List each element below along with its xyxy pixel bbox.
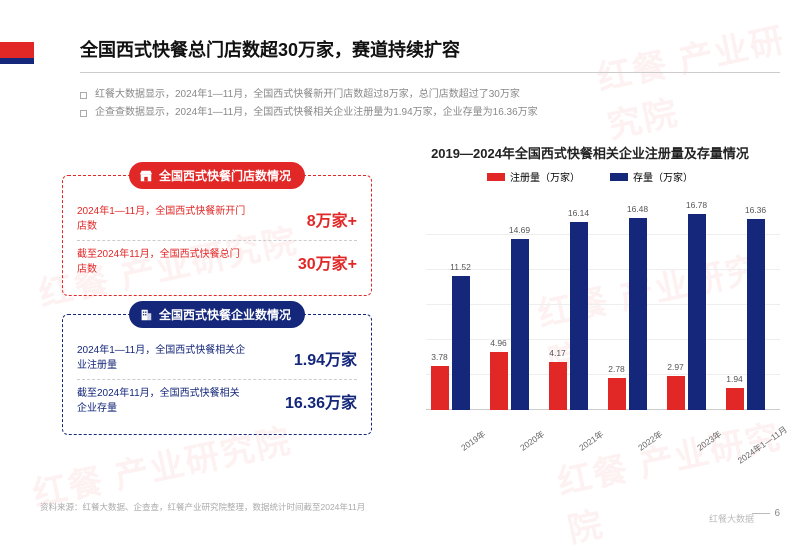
title-underline — [80, 72, 780, 73]
legend-label: 存量（万家） — [633, 169, 693, 184]
bar: 16.14 — [570, 222, 588, 410]
info-box-header: 全国西式快餐企业数情况 — [129, 301, 305, 328]
chart-plot: 3.7811.524.9614.694.1716.142.7816.482.97… — [426, 190, 780, 440]
info-row: 2024年1—11月，全国西式快餐相关企业注册量 1.94万家 — [77, 337, 357, 379]
legend-label: 注册量（万家） — [510, 169, 580, 184]
footer-source: 资料来源：红餐大数据、企查查，红餐产业研究院整理，数据统计时间截至2024年11… — [40, 501, 365, 513]
info-label: 2024年1—11月，全国西式快餐相关企业注册量 — [77, 343, 247, 373]
x-axis-label: 2019年 — [440, 428, 488, 467]
bullet-list: 红餐大数据显示，2024年1—11月，全国西式快餐新开门店数超过8万家，总门店数… — [80, 86, 780, 122]
bar-value-label: 16.48 — [627, 204, 648, 214]
header-text: 全国西式快餐门店数情况 — [159, 167, 291, 184]
bullet-icon — [80, 92, 87, 99]
info-value: 8万家+ — [307, 207, 357, 231]
bar-group: 3.7811.52 — [431, 276, 481, 410]
info-box-header: 全国西式快餐门店数情况 — [129, 162, 305, 189]
bar-value-label: 16.14 — [568, 208, 589, 218]
page-title: 全国西式快餐总门店数超30万家，赛道持续扩容 — [80, 36, 460, 62]
bar-group: 4.9614.69 — [490, 239, 540, 410]
bar-value-label: 16.36 — [745, 205, 766, 215]
page-number: 6 — [752, 508, 780, 519]
chart-legend: 注册量（万家） 存量（万家） — [400, 169, 780, 184]
legend-item: 注册量（万家） — [487, 169, 580, 184]
info-label: 2024年1—11月，全国西式快餐新开门店数 — [77, 204, 247, 234]
info-label: 截至2024年11月，全国西式快餐总门店数 — [77, 247, 247, 277]
bar: 1.94 — [726, 388, 744, 411]
info-value: 30万家+ — [298, 250, 357, 274]
bar-value-label: 1.94 — [726, 374, 743, 384]
bar: 4.96 — [490, 352, 508, 410]
bullet-icon — [80, 110, 87, 117]
info-label: 截至2024年11月，全国西式快餐相关企业存量 — [77, 386, 247, 416]
x-axis-label: 2024年1—11月 — [735, 428, 783, 467]
bar: 4.17 — [549, 362, 567, 411]
bullet-item: 企查查数据显示，2024年1—11月，全国西式快餐相关企业注册量为1.94万家，… — [80, 104, 780, 122]
x-axis-label: 2022年 — [617, 428, 665, 467]
bar-chart: 2019—2024年全国西式快餐相关企业注册量及存量情况 注册量（万家） 存量（… — [400, 145, 780, 440]
accent-blue — [0, 58, 34, 64]
bullet-item: 红餐大数据显示，2024年1—11月，全国西式快餐新开门店数超过8万家，总门店数… — [80, 86, 780, 104]
chart-title: 2019—2024年全国西式快餐相关企业注册量及存量情况 — [400, 145, 780, 163]
header-text: 全国西式快餐企业数情况 — [159, 306, 291, 323]
bar: 2.78 — [608, 378, 626, 410]
info-row: 截至2024年11月，全国西式快餐相关企业存量 16.36万家 — [77, 379, 357, 422]
bullet-text: 企查查数据显示，2024年1—11月，全国西式快餐相关企业注册量为1.94万家，… — [95, 104, 538, 122]
footer-logo: 红餐大数据 — [709, 512, 754, 525]
store-icon — [139, 169, 153, 183]
bar: 16.78 — [688, 214, 706, 410]
bar: 16.36 — [747, 219, 765, 410]
x-axis-label: 2020年 — [499, 428, 547, 467]
bullet-text: 红餐大数据显示，2024年1—11月，全国西式快餐新开门店数超过8万家，总门店数… — [95, 86, 520, 104]
info-row: 截至2024年11月，全国西式快餐总门店数 30万家+ — [77, 240, 357, 283]
bar: 14.69 — [511, 239, 529, 410]
bar: 16.48 — [629, 218, 647, 410]
bar-group: 2.9716.78 — [667, 214, 717, 410]
bar-group: 1.9416.36 — [726, 219, 776, 410]
bar-value-label: 4.17 — [549, 348, 566, 358]
bar-value-label: 16.78 — [686, 200, 707, 210]
legend-item: 存量（万家） — [610, 169, 693, 184]
bar-group: 2.7816.48 — [608, 218, 658, 410]
info-row: 2024年1—11月，全国西式快餐新开门店数 8万家+ — [77, 198, 357, 240]
bar-value-label: 2.97 — [667, 362, 684, 372]
bar-value-label: 3.78 — [431, 352, 448, 362]
info-value: 16.36万家 — [285, 389, 357, 413]
x-axis-label: 2023年 — [676, 428, 724, 467]
watermark: 红餐 产业研究院 — [592, 10, 802, 148]
bar: 3.78 — [431, 366, 449, 410]
info-box-stores: 全国西式快餐门店数情况 2024年1—11月，全国西式快餐新开门店数 8万家+ … — [62, 175, 372, 296]
bar: 11.52 — [452, 276, 470, 410]
bar: 2.97 — [667, 376, 685, 411]
bar-value-label: 11.52 — [450, 262, 471, 272]
bar-value-label: 2.78 — [608, 364, 625, 374]
bar-group: 4.1716.14 — [549, 222, 599, 410]
info-box-enterprises: 全国西式快餐企业数情况 2024年1—11月，全国西式快餐相关企业注册量 1.9… — [62, 314, 372, 435]
building-icon — [139, 308, 153, 322]
legend-swatch — [610, 173, 628, 181]
legend-swatch — [487, 173, 505, 181]
info-value: 1.94万家 — [294, 346, 357, 370]
x-axis-label: 2021年 — [558, 428, 606, 467]
bar-value-label: 14.69 — [509, 225, 530, 235]
accent-red — [0, 42, 34, 58]
bar-value-label: 4.96 — [490, 338, 507, 348]
